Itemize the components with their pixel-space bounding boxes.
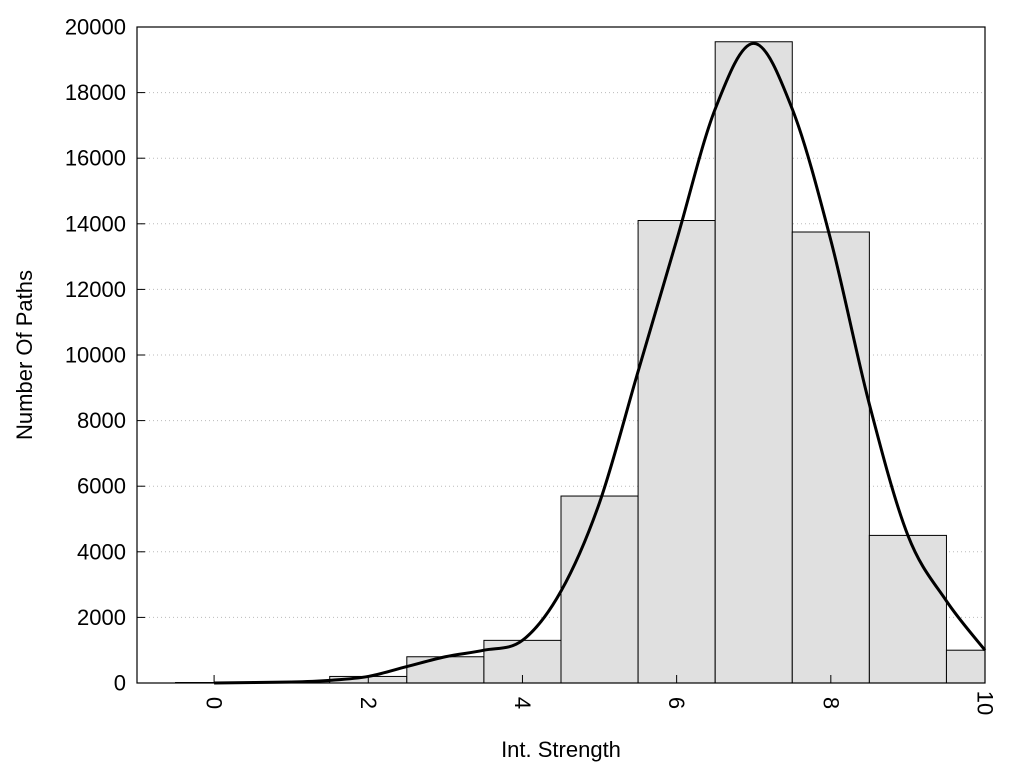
- x-tick-label: 4: [510, 697, 535, 709]
- y-tick-label: 2000: [77, 605, 126, 630]
- x-tick-label: 6: [664, 697, 689, 709]
- histogram-bar: [637, 220, 716, 684]
- y-axis-label: Number Of Paths: [12, 270, 37, 440]
- x-tick-label: 2: [356, 697, 381, 709]
- density-curve: [214, 41, 987, 685]
- histogram-bars: [175, 41, 986, 684]
- y-tick-label: 10000: [65, 343, 126, 368]
- y-tick-label: 20000: [65, 15, 126, 40]
- histogram-bar: [406, 656, 485, 684]
- y-tick-label: 8000: [77, 408, 126, 433]
- histogram-bar: [868, 534, 947, 684]
- y-tick-label: 14000: [65, 211, 126, 236]
- x-tick-label: 0: [202, 697, 227, 709]
- histogram-bar: [945, 649, 986, 684]
- y-tick-label: 6000: [77, 474, 126, 499]
- y-tick-label: 16000: [65, 146, 126, 171]
- histogram-bar: [714, 41, 793, 684]
- histogram-bar: [791, 231, 870, 684]
- x-axis-label: Int. Strength: [501, 737, 621, 762]
- x-tick-label: 8: [818, 697, 843, 709]
- y-tick-label: 12000: [65, 277, 126, 302]
- x-axis-ticks: 0 2 4 6 8 10: [202, 675, 998, 715]
- y-tick-label: 0: [114, 671, 126, 696]
- density-curve-layer: [214, 41, 987, 685]
- histogram-bar: [560, 495, 639, 684]
- y-tick-label: 18000: [65, 80, 126, 105]
- y-tick-label: 4000: [77, 539, 126, 564]
- y-axis-ticks: 0 2000 4000 6000 8000 10000 12000 14000 16000 180…: [65, 15, 145, 696]
- x-tick-label: 10: [973, 691, 998, 715]
